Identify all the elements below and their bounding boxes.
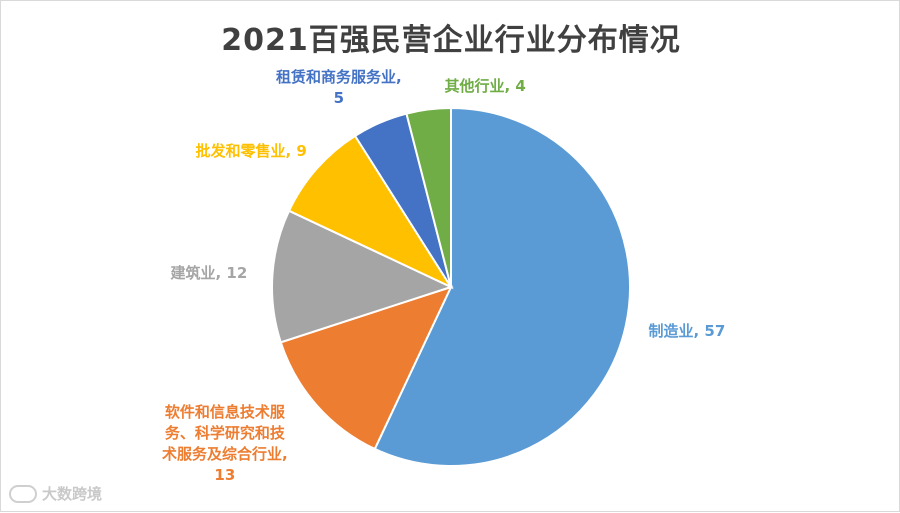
slice-label-line: 软件和信息技术服 <box>164 403 285 421</box>
pie-slice-3 <box>271 209 454 344</box>
slice-label-line: 制造业, 57 <box>648 321 726 340</box>
slice-label-5: 租赁和商务服务业, 5 <box>276 67 402 109</box>
slice-label-line: 术服务及综合行业, <box>162 445 288 463</box>
slice-label-3: 建筑业, 12 <box>171 263 248 284</box>
slice-label-1: 制造业, 57 <box>649 321 726 342</box>
slice-label-line: 建筑业, 12 <box>170 263 248 282</box>
pie-slice-2 <box>279 285 453 451</box>
slice-label-line: 租赁和商务服务业, <box>276 68 402 86</box>
pie-slice-1 <box>373 106 631 467</box>
chart-title: 2021百强民营企业行业分布情况 <box>221 23 681 58</box>
watermark-text: 大数跨境 <box>42 485 103 503</box>
slice-label-line: 其他行业, 4 <box>444 76 526 95</box>
slice-label-2: 软件和信息技术服 务、科学研究和技 术服务及综合行业, 13 <box>162 402 288 486</box>
watermark: 大数跨境 <box>9 483 102 504</box>
slice-label-4: 批发和零售业, 9 <box>196 141 307 162</box>
pie-slice-4 <box>287 134 454 290</box>
pie-slice-6 <box>405 106 452 288</box>
slice-label-line: 批发和零售业, 9 <box>195 141 307 160</box>
slice-label-6: 其他行业, 4 <box>445 76 526 97</box>
slice-label-line: 务、科学研究和技 <box>164 424 285 442</box>
slice-label-line: 13 <box>214 466 236 484</box>
slice-label-line: 5 <box>333 89 345 107</box>
watermark-logo-icon <box>9 484 37 503</box>
